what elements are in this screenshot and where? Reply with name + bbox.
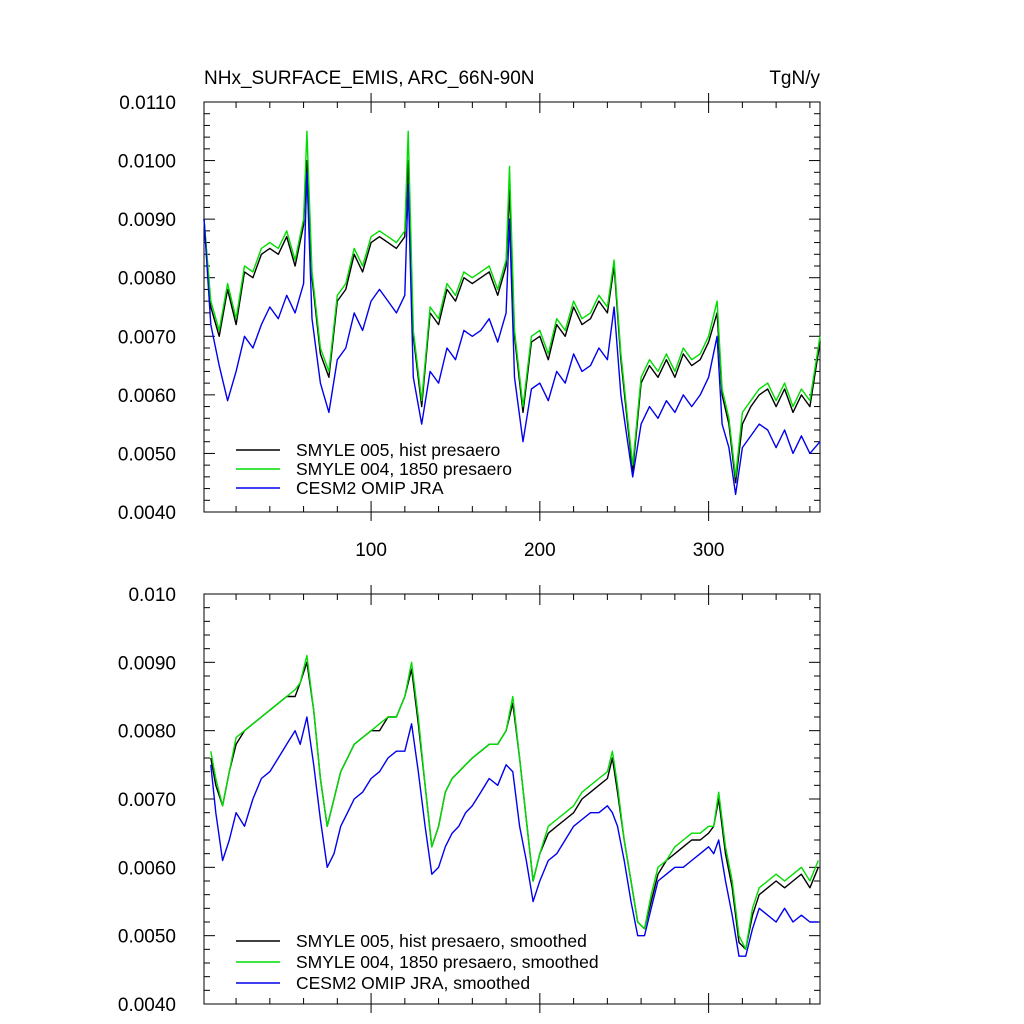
series-line-green bbox=[203, 130, 821, 478]
legend-label: SMYLE 004, 1850 presaero bbox=[296, 459, 512, 479]
bottom-panel: 0.0040 0.0050 0.0060 0.0070 0.0080 0.0090 0.01… bbox=[118, 585, 821, 1016]
y-tick-label: 0.0060 bbox=[118, 858, 176, 879]
series-line-blue bbox=[210, 716, 819, 957]
y-tick-label: 0.0080 bbox=[118, 269, 176, 290]
series-line-blue bbox=[203, 171, 821, 496]
x-tick-label: 200 bbox=[524, 540, 556, 561]
y-tick-label: 0.0040 bbox=[118, 995, 176, 1016]
y-tick-label: 0.0070 bbox=[118, 327, 176, 348]
y-tick-label: 0.0110 bbox=[119, 93, 176, 114]
x-tick-label: 300 bbox=[693, 540, 725, 561]
legend-label: SMYLE 005, hist presaero bbox=[296, 440, 500, 460]
legend-label: CESM2 OMIP JRA, smoothed bbox=[296, 973, 530, 993]
series-line-black bbox=[210, 661, 819, 950]
units-label: TgN/y bbox=[769, 68, 820, 89]
series-line-black bbox=[203, 159, 821, 484]
y-tick-label: 0.0100 bbox=[118, 152, 176, 173]
series-line-green bbox=[210, 654, 819, 950]
y-tick-label: 0.0050 bbox=[118, 444, 176, 465]
legend-label: SMYLE 004, 1850 presaero, smoothed bbox=[296, 952, 599, 972]
y-tick-label: 0.0040 bbox=[118, 503, 176, 524]
y-tick-label: 0.010 bbox=[128, 585, 176, 606]
top-panel: 0.0040 0.0050 0.0060 0.0070 0.0080 0.0090 0.01… bbox=[118, 93, 821, 561]
y-tick-label: 0.0090 bbox=[118, 653, 176, 674]
x-tick-label: 100 bbox=[355, 540, 387, 561]
y-tick-label: 0.0090 bbox=[118, 210, 176, 231]
plot-frame bbox=[203, 101, 821, 513]
y-tick-label: 0.0060 bbox=[118, 386, 176, 407]
y-tick-label: 0.0050 bbox=[118, 927, 176, 948]
chart-title: NHx_SURFACE_EMIS, ARC_66N-90N bbox=[204, 68, 535, 89]
y-tick-label: 0.0080 bbox=[118, 722, 176, 743]
y-tick-label: 0.0070 bbox=[118, 790, 176, 811]
legend-label: CESM2 OMIP JRA bbox=[296, 478, 444, 498]
legend-label: SMYLE 005, hist presaero, smoothed bbox=[296, 931, 587, 951]
